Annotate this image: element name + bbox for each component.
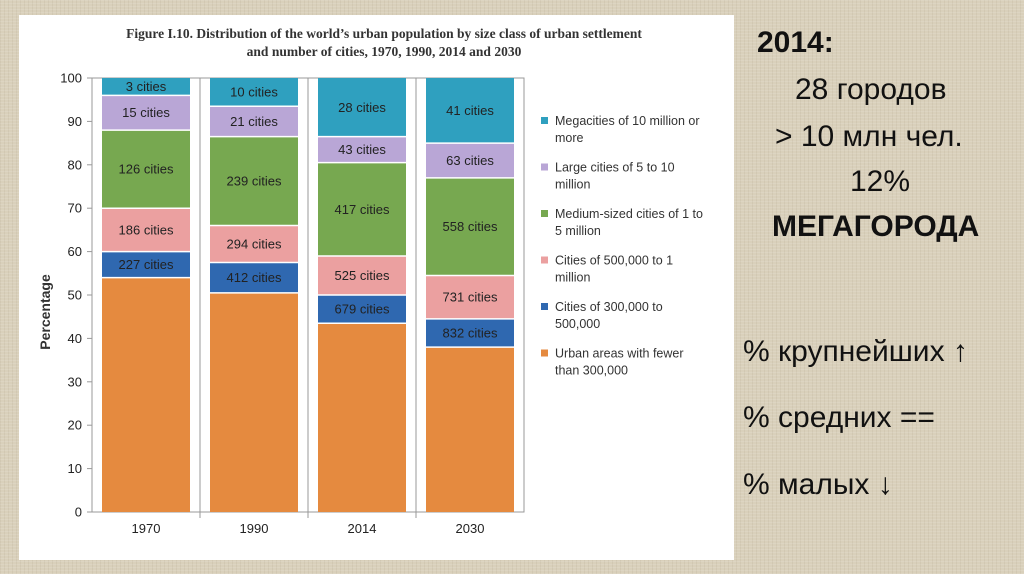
figure-panel: Figure I.10. Distribution of the world’s… (19, 15, 734, 560)
legend-label: 500,000 (555, 317, 600, 331)
segment-data-label: 15 cities (122, 105, 170, 120)
segment-data-label: 832 cities (443, 325, 498, 340)
note-megacities: МЕГАГОРОДА (772, 210, 980, 243)
bar-segment (102, 277, 190, 512)
bar-segment (210, 225, 298, 263)
segment-data-label: 186 cities (119, 222, 174, 237)
bar-segment (210, 78, 298, 107)
segment-data-label: 525 cities (335, 268, 390, 283)
segment-data-label: 239 cities (227, 174, 282, 189)
legend-swatch (541, 117, 548, 124)
note-population-threshold: > 10 млн чел. (775, 120, 963, 153)
bar-segment (426, 177, 514, 276)
x-tick-label: 1990 (240, 521, 269, 536)
segment-data-label: 731 cities (443, 290, 498, 305)
note-cities-count: 28 городов (795, 73, 947, 106)
bar-segment (426, 143, 514, 178)
bar-segment (318, 255, 406, 295)
y-tick-label: 90 (68, 114, 82, 129)
y-axis-label: Percentage (37, 274, 53, 350)
segment-data-label: 679 cities (335, 302, 390, 317)
figure-title-line-2: and number of cities, 1970, 1990, 2014 a… (247, 44, 522, 59)
segment-data-label: 3 cities (126, 79, 167, 94)
note-trend-largest: % крупнейших ↑ (743, 335, 968, 368)
segment-data-label: 21 cities (230, 114, 278, 129)
bar-segment (318, 136, 406, 163)
figure-title-line-1: Figure I.10. Distribution of the world’s… (126, 26, 642, 41)
y-tick-label: 10 (68, 461, 82, 476)
bar-segment (426, 78, 514, 144)
legend-swatch (541, 256, 548, 264)
y-tick-label: 70 (68, 201, 82, 216)
legend-label: Medium-sized cities of 1 to (555, 207, 703, 221)
x-tick-label: 2014 (348, 521, 377, 536)
legend-label: more (555, 131, 584, 145)
legend-label: Cities of 300,000 to (555, 300, 663, 314)
y-tick-label: 30 (68, 374, 82, 389)
y-tick-label: 40 (68, 331, 82, 346)
legend-swatch (541, 349, 548, 357)
note-trend-medium: % средних == (743, 401, 935, 434)
legend-label: million (555, 271, 590, 285)
segment-data-label: 558 cities (443, 219, 498, 234)
segment-data-label: 227 cities (119, 257, 174, 272)
legend-label: Cities of 500,000 to 1 (555, 254, 673, 268)
segment-data-label: 10 cities (230, 85, 278, 100)
stacked-bar-chart: Figure I.10. Distribution of the world’s… (37, 26, 703, 536)
legend-swatch (541, 210, 548, 217)
y-tick-label: 0 (75, 505, 82, 520)
bar-segment (102, 251, 190, 278)
y-tick-label: 20 (68, 418, 82, 433)
legend-label: Megacities of 10 million or (555, 114, 700, 128)
legend-label: million (555, 178, 590, 192)
segment-data-label: 63 cities (446, 153, 494, 168)
note-year: 2014: (757, 26, 834, 59)
legend-label: 5 million (555, 224, 601, 238)
legend-label: than 300,000 (555, 364, 628, 378)
bar-segment (318, 162, 406, 256)
bar-segment (426, 275, 514, 319)
y-tick-label: 50 (68, 288, 82, 303)
note-trend-small: % малых ↓ (743, 468, 893, 501)
bar-segment (102, 130, 190, 209)
bar-segment (102, 95, 190, 131)
bar-segment (318, 78, 406, 137)
segment-data-label: 28 cities (338, 100, 386, 115)
x-tick-label: 2030 (456, 521, 485, 536)
bar-segment (210, 262, 298, 293)
segment-data-label: 126 cities (119, 162, 174, 177)
note-percentage: 12% (850, 165, 911, 198)
bar-segment (102, 208, 190, 252)
y-tick-label: 100 (60, 71, 82, 86)
segment-data-label: 41 cities (446, 103, 494, 118)
segment-data-label: 43 cities (338, 142, 386, 157)
legend-swatch (541, 303, 548, 310)
bar-segment (210, 136, 298, 226)
bar-segment (102, 78, 190, 96)
bar-segment (210, 292, 298, 512)
bar-segment (318, 323, 406, 512)
segment-data-label: 412 cities (227, 270, 282, 285)
segment-data-label: 417 cities (335, 202, 390, 217)
y-tick-label: 60 (68, 244, 82, 259)
legend-swatch (541, 163, 548, 171)
legend-label: Large cities of 5 to 10 (555, 161, 675, 175)
bar-segment (426, 318, 514, 348)
bar-segment (210, 106, 298, 137)
side-notes: 2014: 28 городов > 10 млн чел. 12% МЕГАГ… (740, 20, 1024, 560)
y-tick-label: 80 (68, 157, 82, 172)
segment-data-label: 294 cities (227, 237, 282, 252)
bar-segment (426, 347, 514, 512)
bar-segment (318, 295, 406, 324)
x-tick-label: 1970 (132, 521, 161, 536)
legend-label: Urban areas with fewer (555, 347, 684, 361)
